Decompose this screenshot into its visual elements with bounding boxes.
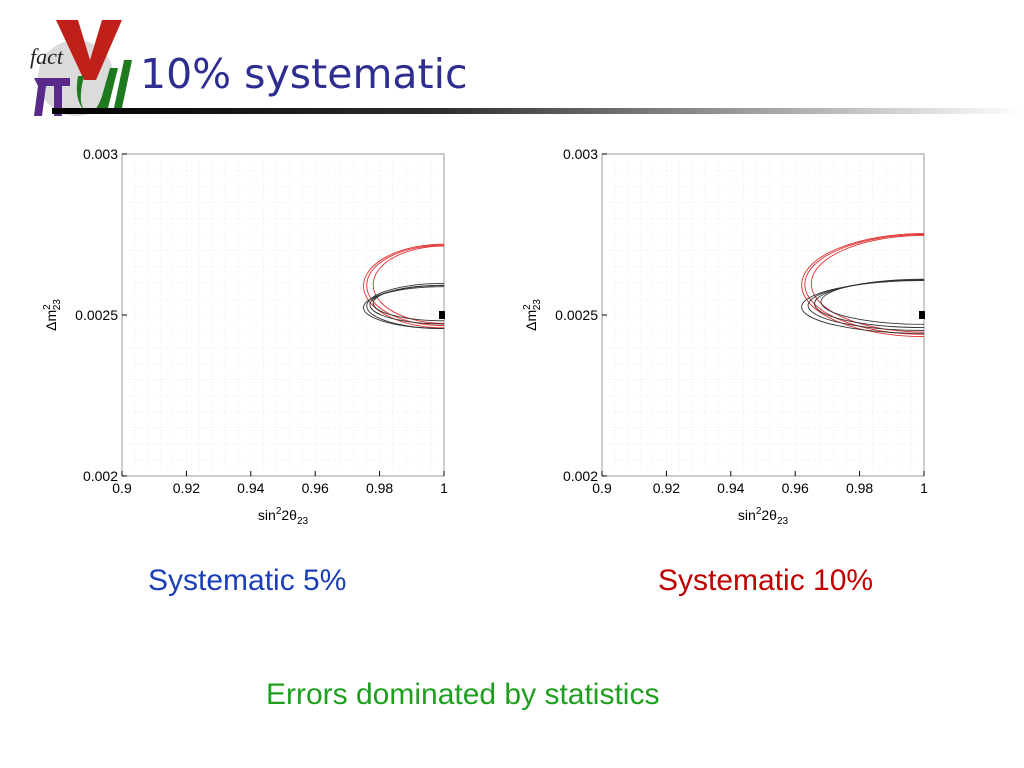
y-tick-label: 0.003 <box>563 146 598 162</box>
x-tick-label: 0.94 <box>237 480 264 496</box>
x-tick-label: 0.92 <box>653 480 680 496</box>
contour-plot-left: 0.9 0.92 0.94 0.96 0.98 1 0.003 0.0025 0.002 sin2… <box>42 146 448 527</box>
y-tick-label: 0.002 <box>563 468 598 484</box>
confidence-contour <box>810 235 924 333</box>
confidence-contour <box>366 283 444 329</box>
title-divider <box>52 108 1024 114</box>
confidence-contour <box>363 286 444 329</box>
x-tick-label: 0.92 <box>173 480 200 496</box>
confidence-contour <box>814 279 924 329</box>
confidence-contour <box>363 243 444 329</box>
x-tick-label: 1 <box>440 480 448 496</box>
best-fit-point <box>439 311 445 319</box>
confidence-contour <box>366 244 444 327</box>
confidence-contour <box>801 280 924 334</box>
caption-systematic-10: Systematic 10% <box>658 564 874 597</box>
svg-text:fact: fact <box>30 44 64 69</box>
x-tick-label: 0.96 <box>782 480 809 496</box>
confidence-contour <box>801 233 924 338</box>
conclusion-note: Errors dominated by statistics <box>266 678 660 711</box>
contour-group <box>801 233 924 338</box>
contour-plot-right: 0.9 0.92 0.94 0.96 0.98 1 0.003 0.0025 0.002 sin2… <box>522 146 928 527</box>
x-tick-label: 0.98 <box>366 480 393 496</box>
caption-systematic-5: Systematic 5% <box>148 564 347 597</box>
confidence-contour <box>807 279 924 331</box>
confidence-contour <box>372 245 444 324</box>
confidence-contour <box>372 284 444 322</box>
y-tick-label: 0.003 <box>83 146 118 162</box>
y-axis-label: Δm223 <box>522 299 543 331</box>
confidence-contour <box>820 278 924 325</box>
y-axis-label: Δm223 <box>42 299 63 331</box>
x-tick-label: 0.9 <box>112 480 132 496</box>
confidence-contour <box>804 234 924 335</box>
best-fit-point <box>919 311 925 319</box>
contour-group <box>363 243 444 329</box>
chart-systematic-10: 0.9 0.92 0.94 0.96 0.98 1 0.003 0.0025 0.002 sin2… <box>520 140 960 545</box>
x-tick-label: 1 <box>920 480 928 496</box>
nufact-logo: fact <box>30 20 132 116</box>
x-tick-label: 0.98 <box>846 480 873 496</box>
confidence-contour <box>369 284 444 325</box>
x-tick-label: 0.94 <box>717 480 744 496</box>
x-axis-label: sin22θ23 <box>738 506 789 527</box>
chart-systematic-5: 0.9 0.92 0.94 0.96 0.98 1 0.003 0.0025 0.002 sin2… <box>40 140 480 545</box>
y-tick-label: 0.0025 <box>75 307 118 323</box>
slide-title: 10% systematic <box>140 50 468 98</box>
y-tick-label: 0.0025 <box>555 307 598 323</box>
x-axis-label: sin22θ23 <box>258 506 309 527</box>
y-tick-label: 0.002 <box>83 468 118 484</box>
x-tick-label: 0.9 <box>592 480 612 496</box>
x-tick-label: 0.96 <box>302 480 329 496</box>
